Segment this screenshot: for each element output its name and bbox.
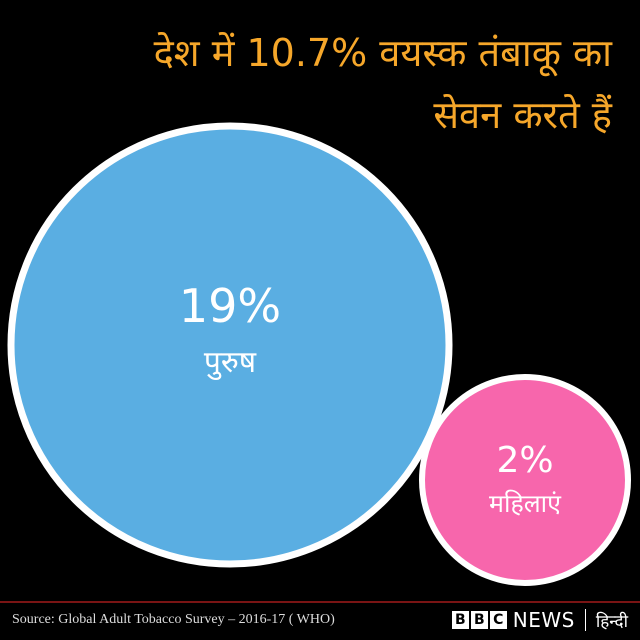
bbc-logo: B B C	[451, 611, 507, 629]
page-title: देश में 10.7% वयस्क तंबाकू का सेवन करते …	[154, 22, 612, 146]
bubble-women-label: महिलाएं	[489, 489, 562, 518]
bubble-women: 2% महिलाएं	[419, 374, 631, 586]
footer-divider	[0, 601, 640, 603]
bbc-letter: C	[489, 611, 507, 629]
logo-separator	[584, 609, 586, 631]
hindi-label: हिन्दी	[595, 611, 628, 632]
bbc-letter: B	[451, 611, 469, 629]
title-line-1: देश में 10.7% वयस्क तंबाकू का	[153, 31, 612, 75]
bubble-men-circle	[7, 122, 453, 568]
bubble-men-value: 19%	[179, 279, 281, 333]
bubble-men: 19% पुरुष	[7, 122, 453, 568]
bbc-news-hindi-logo: B B C NEWS हिन्दी	[451, 608, 628, 632]
bubble-men-label: पुरुष	[204, 345, 257, 381]
news-label: NEWS	[512, 608, 575, 632]
title-line-2: सेवन करते हैं	[433, 93, 612, 137]
bbc-letter: B	[470, 611, 488, 629]
bubble-women-circle	[419, 374, 631, 586]
bubble-women-value: 2%	[496, 440, 553, 481]
source-note: Source: Global Adult Tobacco Survey – 20…	[12, 612, 335, 627]
